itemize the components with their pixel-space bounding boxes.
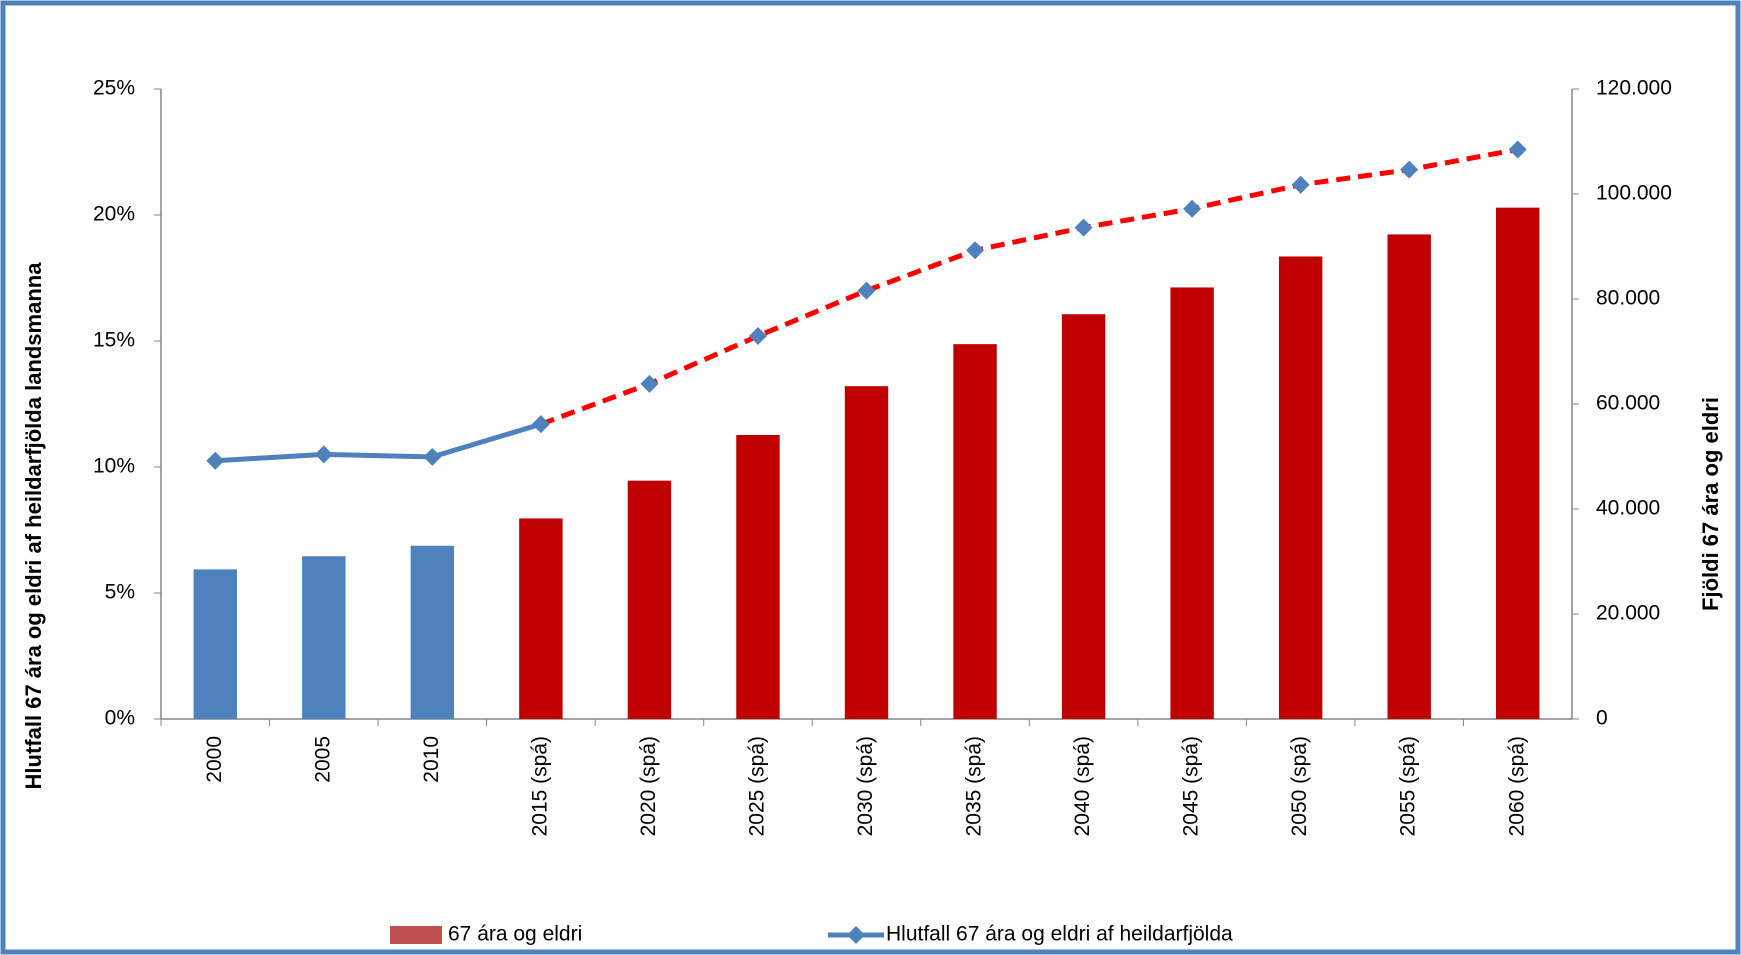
line-marker [1074,218,1093,237]
line-marker [966,241,985,260]
bar [1061,314,1106,719]
bar [844,386,889,719]
y-tick-label: 20% [93,203,135,226]
bar [1387,234,1431,720]
line-actual [215,421,542,464]
y2-tick-label: 60.000 [1596,392,1660,415]
bar [627,480,672,719]
y-tick-label: 25% [93,77,135,100]
line-marker [748,326,767,345]
bar [1496,207,1540,719]
y2-tick-label: 40.000 [1596,497,1660,520]
x-tick-label: 2025 (spá) [746,736,769,836]
x-tick-label: 2060 (spá) [1505,736,1528,836]
x-tick-label: 2050 (spá) [1288,736,1311,836]
line-marker [531,415,550,434]
line-marker [1183,199,1202,218]
line-marker [640,374,659,393]
x-tick-label: 2035 (spá) [963,736,986,836]
x-tick-label: 2005 [311,736,334,783]
x-tick-label: 2000 [203,736,226,783]
line-marker [1508,140,1527,159]
bar [736,434,780,719]
y2-tick-label: 0 [1596,707,1608,730]
y-axis-label: Hlutfall 67 ára og eldri af heildarfjöld… [21,262,46,790]
legend-swatch-marker [847,926,865,944]
y-tick-label: 10% [93,455,135,478]
bar [193,569,237,719]
bar [953,344,997,719]
bar [1170,287,1214,719]
y2-tick-label: 100.000 [1596,182,1672,205]
y-tick-label: 0% [105,707,135,730]
x-tick-label: 2055 (spá) [1397,736,1420,836]
x-tick-label: 2045 (spá) [1180,736,1203,836]
y2-axis-label: Fjöldi 67 ára og eldri [1698,397,1723,611]
line-marker [206,451,225,470]
y2-tick-label: 80.000 [1596,287,1660,310]
x-tick-label: 2020 (spá) [637,736,660,836]
bar [519,518,563,719]
y2-tick-label: 20.000 [1596,602,1660,625]
y-tick-label: 15% [93,329,135,352]
x-tick-label: 2015 (spá) [528,736,551,836]
x-tick-label: 2040 (spá) [1071,736,1094,836]
x-tick-label: 2010 [420,736,443,783]
line-marker [1400,160,1419,179]
line-marker [1291,175,1310,194]
y-tick-label: 5% [105,581,135,604]
bar [302,556,346,719]
x-tick-label: 2030 (spá) [854,736,877,836]
line-marker [857,281,876,300]
bar [410,545,455,719]
legend-swatch [390,926,442,944]
y2-tick-label: 120.000 [1596,77,1672,100]
line-marker [423,447,442,466]
legend-label: 67 ára og eldri [448,923,582,946]
line-marker [314,445,333,464]
bar [1278,256,1323,719]
legend-label: Hlutfall 67 ára og eldri af heildarfjöld… [886,923,1233,946]
